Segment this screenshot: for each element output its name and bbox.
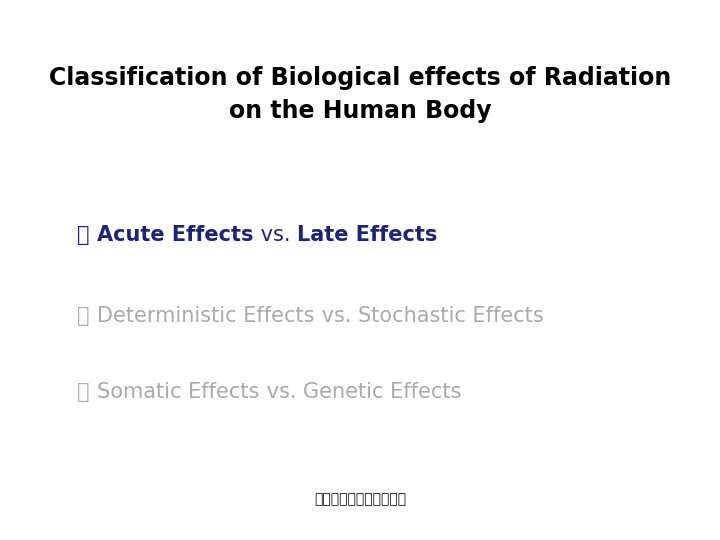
Text: ・: ・ — [76, 306, 89, 326]
Text: Somatic Effects: Somatic Effects — [97, 381, 260, 402]
Text: ・: ・ — [76, 381, 89, 402]
Text: Stochastic Effects: Stochastic Effects — [358, 306, 544, 326]
Text: ・: ・ — [76, 225, 89, 245]
Text: 大学等放射線施設協議会: 大学等放射線施設協議会 — [314, 492, 406, 507]
Text: Deterministic Effects: Deterministic Effects — [97, 306, 315, 326]
Text: Classification of Biological effects of Radiation
on the Human Body: Classification of Biological effects of … — [49, 66, 671, 123]
Text: vs.: vs. — [253, 225, 297, 245]
Text: Late Effects: Late Effects — [297, 225, 437, 245]
Text: vs.: vs. — [315, 306, 358, 326]
Text: vs.: vs. — [260, 381, 302, 402]
Text: Acute Effects: Acute Effects — [97, 225, 253, 245]
Text: Genetic Effects: Genetic Effects — [302, 381, 461, 402]
